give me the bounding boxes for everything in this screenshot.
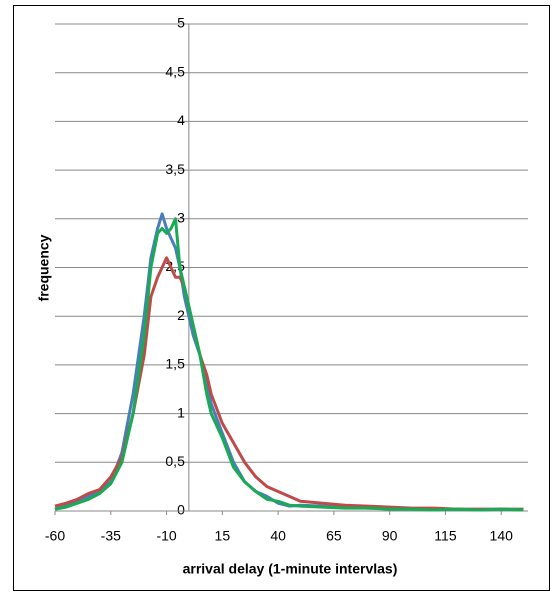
x-tick-label: -60 — [45, 528, 65, 544]
y-axis-label: frequency — [36, 234, 52, 301]
y-tick-label: 0 — [177, 502, 185, 518]
y-tick-label: 4 — [177, 112, 185, 128]
x-axis-label: arrival delay (1-minute intervlas) — [183, 561, 398, 577]
y-tick-label: 5 — [177, 15, 185, 31]
y-tick-label: 3 — [177, 210, 185, 226]
x-tick-label: 90 — [382, 528, 398, 544]
x-tick-label: 115 — [434, 528, 457, 544]
y-tick-label: 0,5 — [165, 453, 185, 469]
x-tick-label: 65 — [326, 528, 342, 544]
series-line — [54, 217, 524, 512]
y-tick-label: 1,5 — [165, 356, 185, 372]
y-tick-label: 4,5 — [165, 63, 185, 79]
y-tick-label: 3,5 — [165, 161, 185, 177]
x-tick-label: -10 — [156, 528, 176, 544]
x-tick-label: -35 — [101, 528, 121, 544]
y-tick-label: 2 — [177, 307, 185, 323]
x-tick-label: 140 — [490, 528, 514, 544]
x-tick-label: 40 — [270, 528, 286, 544]
x-tick-label: 15 — [215, 528, 231, 544]
y-tick-label: 1 — [177, 404, 185, 420]
